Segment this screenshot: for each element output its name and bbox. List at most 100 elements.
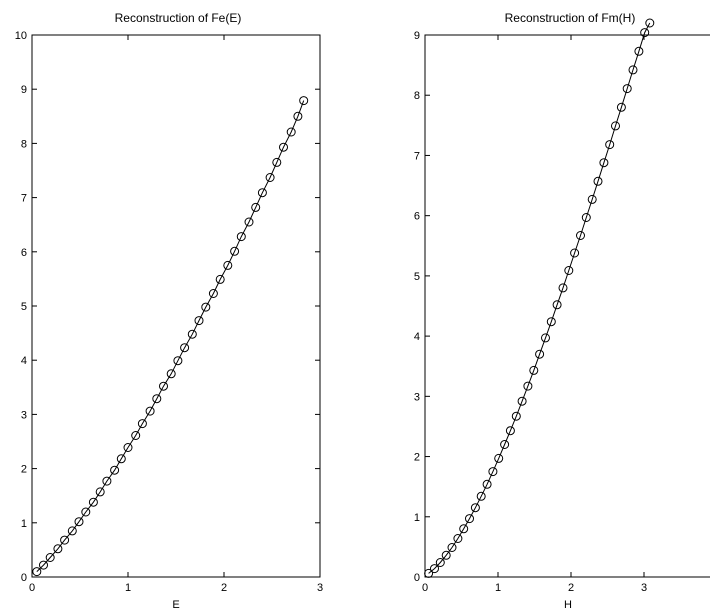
data-point	[145, 406, 155, 416]
data-point	[173, 356, 183, 366]
data-point	[511, 411, 521, 421]
data-point	[529, 365, 539, 375]
data-point	[494, 453, 504, 463]
data-point	[476, 491, 486, 501]
x-axis-label: E	[172, 599, 179, 611]
data-point	[152, 394, 162, 404]
y-tick-label: 7	[414, 150, 420, 162]
data-point	[581, 213, 591, 222]
data-point	[430, 564, 439, 574]
x-tick-label: 0	[29, 582, 35, 594]
data-point	[500, 440, 510, 449]
y-tick-label: 0	[414, 572, 420, 584]
data-point	[459, 524, 469, 534]
y-tick-label: 7	[21, 193, 27, 205]
data-point	[616, 102, 626, 112]
series-line	[428, 22, 651, 574]
data-point	[593, 176, 603, 186]
data-point	[286, 127, 296, 137]
data-point	[640, 28, 650, 38]
chart-title: Reconstruction of Fm(H)	[505, 11, 636, 25]
data-point	[541, 333, 550, 343]
data-point	[424, 568, 434, 578]
data-point	[60, 535, 70, 545]
data-point	[599, 158, 609, 168]
y-tick-label: 3	[21, 409, 27, 421]
data-point	[251, 202, 261, 212]
data-point	[88, 497, 98, 507]
x-tick-label: 2	[568, 582, 574, 594]
data-point	[194, 316, 204, 326]
chart-fe: Reconstruction of Fe(E) 0 1 2 3 0 1 2 3 4 5 6 7 8 9 10…	[15, 11, 323, 611]
data-point	[67, 526, 77, 536]
data-point	[465, 514, 474, 524]
data-point	[546, 317, 556, 327]
data-point	[116, 454, 126, 464]
y-tick-label: 8	[414, 90, 420, 102]
data-point	[236, 232, 246, 242]
data-point	[159, 381, 168, 391]
data-point	[244, 217, 254, 227]
data-point	[293, 111, 303, 121]
data-point	[299, 96, 309, 106]
data-point	[523, 381, 533, 391]
data-point	[605, 140, 615, 150]
y-tick-label: 5	[414, 271, 420, 283]
data-point	[488, 467, 498, 477]
series-markers	[32, 96, 309, 577]
data-point	[39, 560, 48, 570]
data-point	[81, 507, 91, 517]
chart-fm: Reconstruction of Fm(H) 012340123456789 …	[414, 11, 710, 611]
data-point	[622, 84, 632, 94]
y-tick-label: 5	[21, 301, 27, 313]
y-tick-label: 9	[21, 84, 27, 96]
data-point	[441, 550, 451, 560]
plot-frame	[424, 34, 710, 578]
data-point	[272, 157, 282, 167]
series-line	[36, 100, 305, 572]
y-tick-label: 8	[21, 138, 27, 150]
x-tick-label: 3	[641, 582, 647, 594]
data-point	[32, 567, 42, 577]
data-point	[628, 65, 638, 75]
data-point	[53, 544, 63, 554]
data-point	[587, 194, 597, 204]
data-point	[137, 419, 147, 429]
y-tick-label: 1	[414, 512, 420, 524]
x-axis-label: H	[564, 599, 572, 611]
data-point	[570, 248, 580, 258]
axis-ticks: 0 1 2 3 0 1 2 3 4 5 6 7 8 9 10	[15, 30, 323, 594]
data-point	[74, 517, 84, 527]
data-point	[223, 260, 233, 270]
data-point	[482, 479, 492, 489]
y-tick-label: 4	[21, 355, 27, 367]
data-point	[123, 443, 133, 452]
data-point	[564, 266, 574, 275]
x-tick-label: 0	[422, 582, 428, 594]
data-point	[257, 188, 267, 198]
data-point	[187, 329, 197, 339]
plot-frame	[31, 34, 321, 578]
data-point	[208, 289, 218, 298]
data-point	[166, 369, 176, 379]
data-point	[131, 431, 141, 440]
data-point	[110, 465, 120, 475]
data-point	[470, 503, 480, 513]
x-tick-label: 1	[495, 582, 501, 594]
data-point	[102, 476, 112, 486]
data-point	[517, 396, 527, 406]
y-tick-label: 1	[21, 518, 27, 530]
y-tick-label: 3	[414, 391, 420, 403]
y-tick-label: 6	[21, 247, 27, 259]
data-point	[45, 553, 55, 562]
data-point	[265, 173, 275, 182]
data-point	[279, 142, 288, 152]
axis-ticks: 012340123456789	[414, 30, 647, 594]
data-point	[435, 558, 445, 567]
data-point	[230, 246, 240, 256]
data-point	[505, 426, 515, 436]
data-point	[201, 302, 211, 312]
data-point	[634, 46, 644, 56]
y-tick-label: 2	[414, 452, 420, 464]
